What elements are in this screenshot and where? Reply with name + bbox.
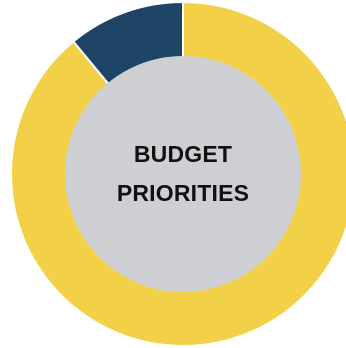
center-label-line-1: BUDGET: [134, 141, 232, 167]
center-label-line-2: PRIORITIES: [117, 180, 249, 206]
center-disc: [65, 56, 301, 292]
